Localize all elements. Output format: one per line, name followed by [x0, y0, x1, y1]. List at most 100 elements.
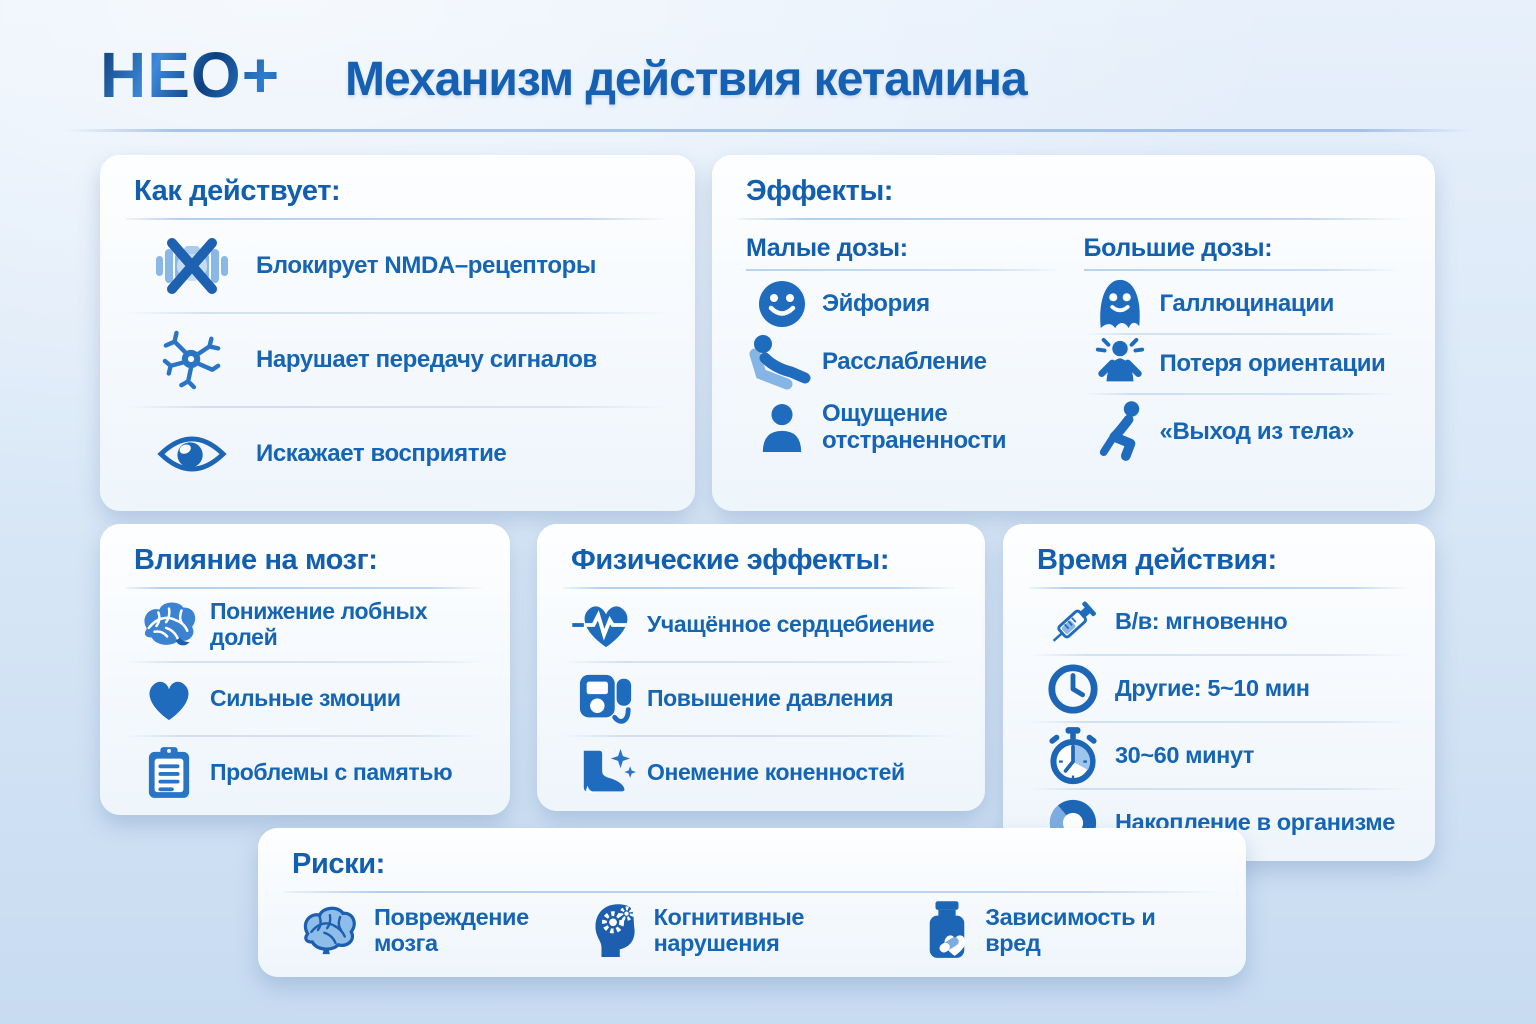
title-divider — [738, 218, 1409, 220]
item-label: Зависимость и вред — [985, 903, 1156, 956]
head-gears-icon — [588, 901, 640, 959]
list-item: Онемение коненностей — [537, 737, 985, 809]
list-item: Понижение лобных долей — [100, 589, 510, 661]
column-subtitle: Большие дозы: — [1083, 234, 1273, 262]
list-item: Галлюцинации — [1084, 275, 1402, 333]
title-divider — [126, 587, 484, 589]
clock-icon — [1031, 663, 1115, 715]
card-how-it-works: Как действует: Блокирует NMDA–рецепторы — [100, 155, 695, 511]
blood-pressure-icon — [565, 671, 647, 727]
list-item: Ощущение отстраненности — [746, 391, 1064, 465]
card-risks: Риски: Повреждение мозга — [258, 828, 1246, 977]
row-divider — [126, 661, 484, 663]
card-title: Время действия: — [1037, 544, 1277, 576]
list-item: Когнитивные нарушения — [588, 901, 924, 959]
subtitle-divider — [746, 269, 1064, 271]
card-title: Физические эффекты: — [571, 544, 890, 576]
list-item: 30~60 минут — [1003, 723, 1435, 788]
column-subtitle: Малые дозы: — [746, 234, 908, 262]
smiley-icon — [746, 279, 818, 329]
card-duration: Время действия: В/в: мгновенно — [1003, 524, 1435, 861]
item-label: Галлюцинации — [1159, 289, 1335, 317]
list-item: Повышение давления — [537, 663, 985, 735]
item-label: Эйфория — [822, 289, 930, 317]
card-physical-effects: Физические эффекты: Учащённое сердцебиен… — [537, 524, 985, 811]
item-label: Потеря ориентации — [1159, 349, 1386, 377]
item-label: В/в: мгновенно — [1115, 608, 1288, 635]
list-item: Учащённое сердцебиение — [537, 589, 985, 661]
card-title: Как действует: — [134, 175, 341, 207]
row-divider — [126, 406, 669, 408]
title-divider — [284, 891, 1220, 893]
relaxing-person-icon — [746, 334, 818, 390]
list-item: Другие: 5~10 мин — [1003, 656, 1435, 721]
row-divider — [1029, 721, 1409, 723]
item-label: Когнитивные нарушения — [653, 903, 805, 956]
header-divider — [64, 129, 1472, 132]
title-divider — [563, 587, 959, 589]
item-label: 30~60 минут — [1115, 742, 1255, 769]
list-item: «Выход из тела» — [1084, 395, 1402, 469]
item-label: Учащённое сердцебиение — [647, 611, 935, 638]
list-item: Искажает восприятие — [100, 408, 695, 500]
item-label: Расслабление — [822, 347, 987, 375]
damaged-brain-icon — [298, 905, 360, 955]
title-divider — [126, 218, 669, 220]
syringe-icon — [1031, 593, 1115, 651]
neuron-icon — [128, 329, 256, 391]
numb-foot-icon — [565, 745, 647, 801]
pill-bottle-icon — [923, 901, 971, 959]
card-brain-impact: Влияние на мозг: Понижение лобных долей … — [100, 524, 510, 815]
neo-plus-logo: НЕО+ — [100, 39, 281, 111]
card-effects: Эффекты: Малые дозы: Эйфория — [712, 155, 1435, 511]
list-item: Блокирует NMDA–рецепторы — [100, 220, 695, 312]
nmda-receptor-blocked-icon — [128, 235, 256, 297]
brain-icon — [128, 599, 210, 651]
item-label: Повышение давления — [647, 685, 894, 712]
out-of-body-icon — [1084, 400, 1156, 464]
heart-icon — [128, 675, 210, 723]
list-item: Эйфория — [746, 275, 1064, 333]
item-label: Повреждение мозга — [374, 903, 529, 956]
eye-icon — [128, 431, 256, 477]
page-title: Механизм действия кетамина — [345, 53, 1028, 106]
row-divider — [1029, 788, 1409, 790]
clipboard-icon — [128, 745, 210, 801]
stopwatch-icon — [1031, 726, 1115, 785]
item-label: Другие: 5~10 мин — [1115, 675, 1310, 702]
item-label: Онемение коненностей — [647, 759, 905, 786]
card-title: Риски: — [292, 848, 385, 880]
item-label: Понижение лобных долей — [210, 598, 428, 650]
disoriented-person-icon — [1084, 337, 1156, 391]
card-title: Эффекты: — [746, 175, 894, 207]
item-label: Искажает восприятие — [256, 439, 507, 467]
list-item: Расслабление — [746, 333, 1064, 391]
item-label: Нарушает передачу сигналов — [256, 345, 597, 373]
item-label: Сильные змоции — [210, 685, 401, 712]
list-item: Сильные змоции — [100, 663, 510, 735]
item-label: Ощущение отстраненности — [822, 400, 1007, 454]
person-icon — [746, 402, 818, 454]
item-label: «Выход из тела» — [1159, 417, 1355, 445]
ghost-icon — [1084, 276, 1156, 332]
row-divider — [126, 735, 484, 737]
heart-pulse-icon — [565, 599, 647, 651]
item-label: Проблемы с памятью — [210, 759, 453, 786]
list-item: В/в: мгновенно — [1003, 589, 1435, 654]
list-item: Проблемы с памятью — [100, 737, 510, 809]
row-divider — [126, 312, 669, 314]
row-divider — [563, 735, 959, 737]
card-title: Влияние на мозг: — [134, 544, 378, 576]
small-doses-column: Малые дозы: Эйфория — [746, 226, 1064, 469]
row-divider — [1083, 393, 1395, 395]
large-doses-column: Большие дозы: Галлюцинации — [1083, 226, 1402, 469]
list-item: Повреждение мозга — [298, 904, 588, 957]
row-divider — [1083, 333, 1395, 335]
list-item: Потеря ориентации — [1084, 335, 1402, 393]
subtitle-divider — [1083, 269, 1401, 271]
row-divider — [1029, 654, 1409, 656]
list-item: Зависимость и вред — [923, 901, 1206, 959]
row-divider — [563, 661, 959, 663]
list-item: Нарушает передачу сигналов — [100, 314, 695, 406]
item-label: Блокирует NMDA–рецепторы — [256, 251, 597, 279]
